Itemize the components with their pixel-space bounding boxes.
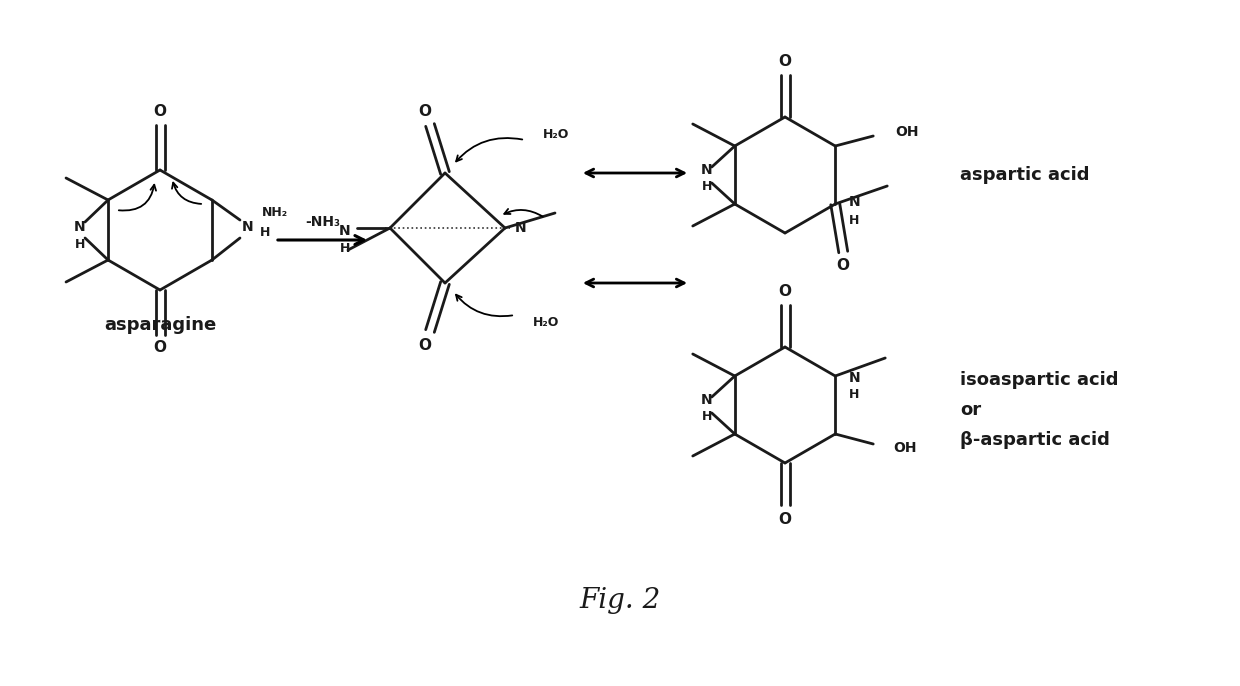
Text: aspartic acid: aspartic acid bbox=[960, 166, 1090, 184]
Text: Fig. 2: Fig. 2 bbox=[579, 587, 661, 613]
Text: N: N bbox=[74, 220, 86, 234]
Text: H: H bbox=[702, 410, 712, 423]
Text: H: H bbox=[260, 226, 270, 239]
Text: N: N bbox=[849, 371, 861, 385]
Text: asparagine: asparagine bbox=[104, 316, 216, 334]
Text: H₂O: H₂O bbox=[533, 316, 559, 329]
Text: OH: OH bbox=[895, 125, 919, 139]
Text: O: O bbox=[837, 259, 849, 274]
Text: β-aspartic acid: β-aspartic acid bbox=[960, 431, 1110, 449]
Text: N: N bbox=[701, 163, 713, 177]
Text: H: H bbox=[340, 242, 350, 255]
Text: N: N bbox=[340, 224, 351, 238]
Text: NH₂: NH₂ bbox=[262, 206, 288, 219]
Text: H: H bbox=[74, 237, 86, 250]
Text: H: H bbox=[849, 213, 859, 226]
Text: N: N bbox=[849, 195, 861, 209]
Text: N: N bbox=[515, 221, 527, 235]
Text: N: N bbox=[701, 393, 713, 407]
Text: N: N bbox=[242, 220, 254, 234]
Text: O: O bbox=[779, 54, 791, 69]
Text: H: H bbox=[702, 180, 712, 193]
Text: O: O bbox=[779, 283, 791, 298]
Text: H: H bbox=[849, 388, 859, 401]
Text: O: O bbox=[154, 104, 166, 119]
Text: isoaspartic acid: isoaspartic acid bbox=[960, 371, 1118, 389]
Text: or: or bbox=[960, 401, 981, 419]
Text: O: O bbox=[154, 340, 166, 355]
Text: O: O bbox=[779, 512, 791, 526]
Text: -NH₃: -NH₃ bbox=[305, 215, 340, 229]
Text: O: O bbox=[419, 338, 432, 353]
Text: OH: OH bbox=[893, 441, 916, 455]
Text: O: O bbox=[419, 104, 432, 119]
Text: H₂O: H₂O bbox=[543, 128, 569, 141]
